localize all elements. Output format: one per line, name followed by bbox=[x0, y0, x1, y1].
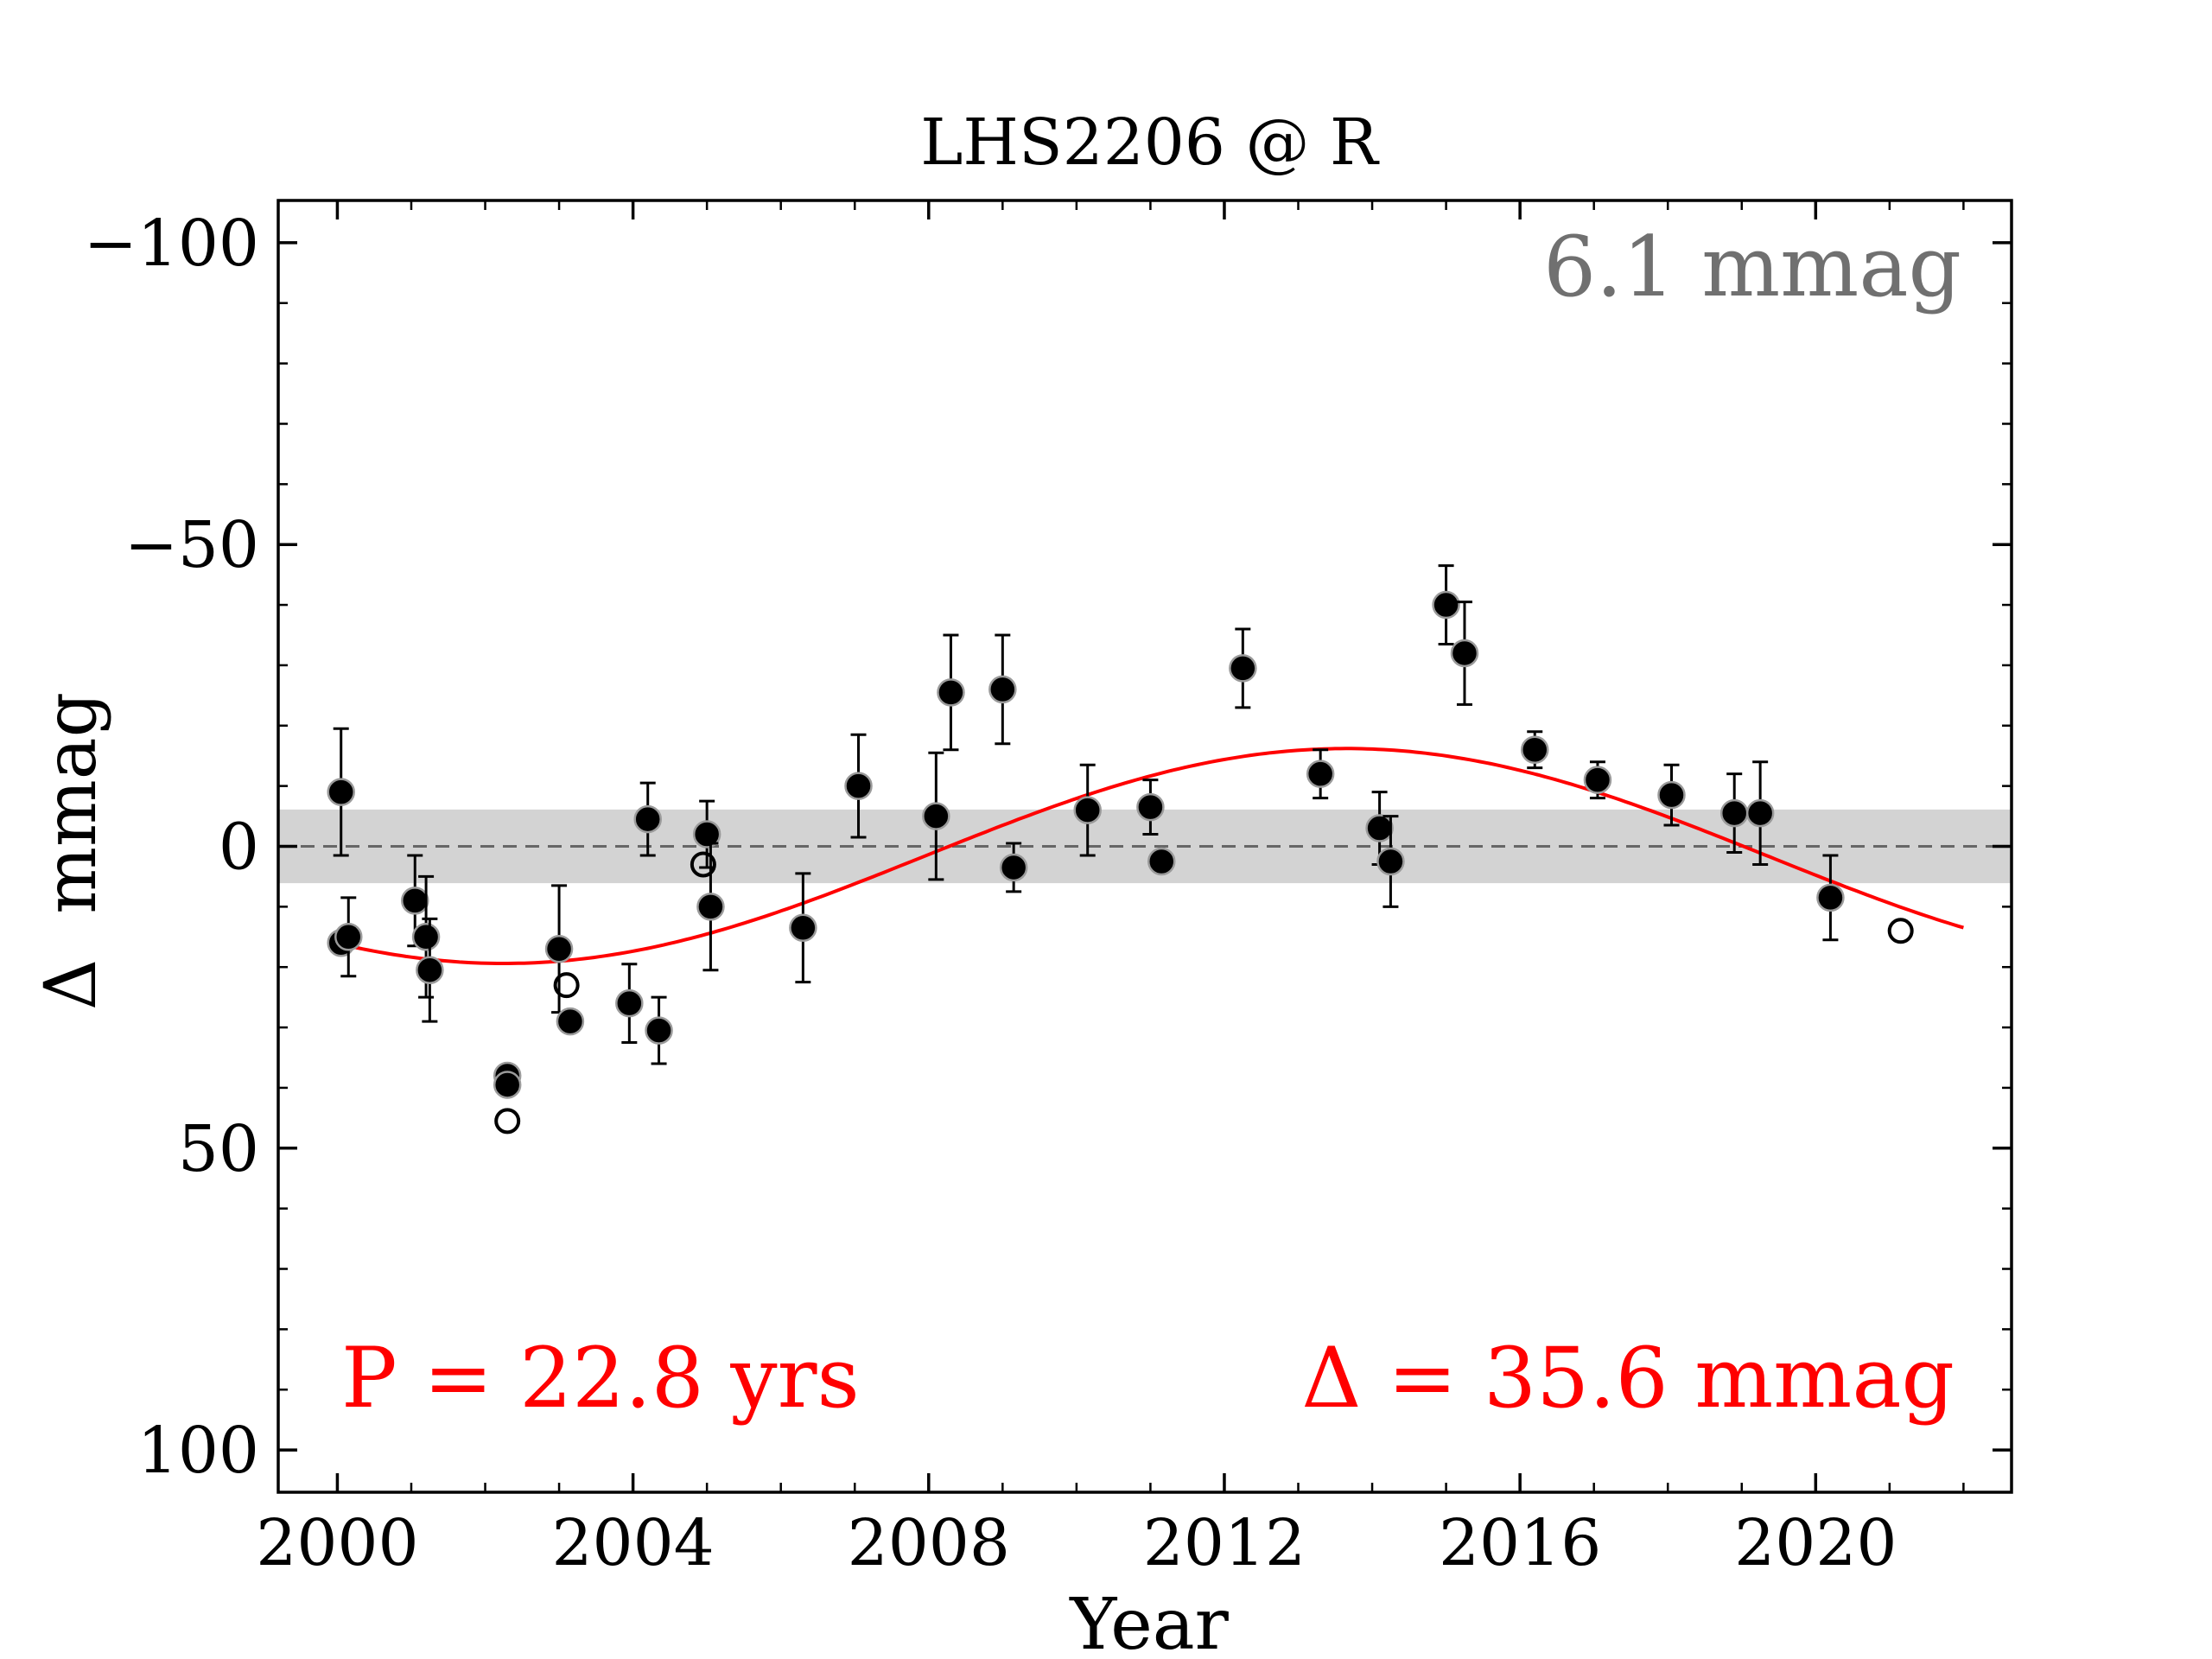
y-tick-label: 100 bbox=[137, 1414, 259, 1488]
excluded-data-point bbox=[494, 1108, 521, 1135]
x-tick-label: 2000 bbox=[256, 1506, 418, 1580]
x-tick-label: 2004 bbox=[551, 1506, 714, 1580]
data-point bbox=[645, 1016, 673, 1045]
data-point bbox=[1136, 792, 1165, 822]
data-point bbox=[416, 956, 444, 984]
y-tick-label: −100 bbox=[84, 207, 259, 281]
y-tick-label: 0 bbox=[219, 810, 259, 885]
x-tick-label: 2008 bbox=[848, 1506, 1010, 1580]
y-axis-label: Δ mmag bbox=[30, 692, 112, 1010]
x-tick-label: 2012 bbox=[1143, 1506, 1306, 1580]
amplitude-annotation: Δ = 35.6 mmag bbox=[1301, 1330, 1955, 1427]
data-point bbox=[937, 678, 965, 707]
x-tick-labels: 2000 2004 2008 2012 2016 2020 bbox=[256, 1506, 1897, 1580]
data-point bbox=[556, 1007, 585, 1036]
y-tick-label: −50 bbox=[124, 508, 259, 582]
x-axis-label: Year bbox=[1069, 1584, 1229, 1659]
data-point bbox=[1147, 847, 1176, 876]
data-point bbox=[1816, 883, 1845, 912]
data-point bbox=[1583, 766, 1612, 794]
data-point bbox=[1365, 814, 1394, 842]
data-point bbox=[1450, 639, 1479, 668]
data-point bbox=[544, 935, 574, 963]
data-point bbox=[633, 804, 662, 834]
excluded-data-point bbox=[1887, 918, 1914, 944]
data-point bbox=[999, 853, 1028, 882]
chart-title: LHS2206 @ R bbox=[920, 105, 1380, 180]
period-annotation: P = 22.8 yrs bbox=[341, 1330, 860, 1427]
data-point bbox=[493, 1071, 522, 1099]
excluded-data-point bbox=[690, 851, 716, 878]
data-point bbox=[1376, 847, 1405, 876]
data-point bbox=[334, 923, 363, 951]
y-tick-labels: −100 −50 0 50 100 bbox=[84, 207, 259, 1488]
scatter-annotation: 6.1 mmag bbox=[1543, 219, 1961, 315]
x-tick-label: 2020 bbox=[1734, 1506, 1897, 1580]
data-point bbox=[1745, 798, 1775, 828]
axis-ticks bbox=[278, 200, 2012, 1492]
plot-frame bbox=[276, 199, 2013, 1494]
data-point bbox=[789, 913, 817, 943]
data-point bbox=[411, 923, 441, 951]
data-point bbox=[1306, 760, 1335, 788]
data-point bbox=[1520, 735, 1549, 764]
y-tick-label: 50 bbox=[178, 1112, 259, 1186]
data-point bbox=[696, 893, 725, 921]
data-point bbox=[1432, 590, 1460, 620]
data-point bbox=[1073, 796, 1102, 824]
data-point bbox=[401, 887, 429, 915]
data-points bbox=[327, 564, 1914, 1135]
x-tick-label: 2016 bbox=[1439, 1506, 1601, 1580]
data-point bbox=[844, 772, 873, 800]
data-point bbox=[988, 675, 1017, 704]
data-point bbox=[327, 778, 355, 806]
sinusoid-fit-curve bbox=[352, 747, 1964, 965]
data-point bbox=[615, 988, 644, 1018]
data-point bbox=[1229, 654, 1257, 683]
data-point bbox=[922, 802, 950, 830]
data-point bbox=[1657, 780, 1686, 810]
excluded-data-point bbox=[553, 972, 580, 999]
data-point bbox=[1719, 798, 1749, 828]
data-point bbox=[692, 820, 721, 849]
